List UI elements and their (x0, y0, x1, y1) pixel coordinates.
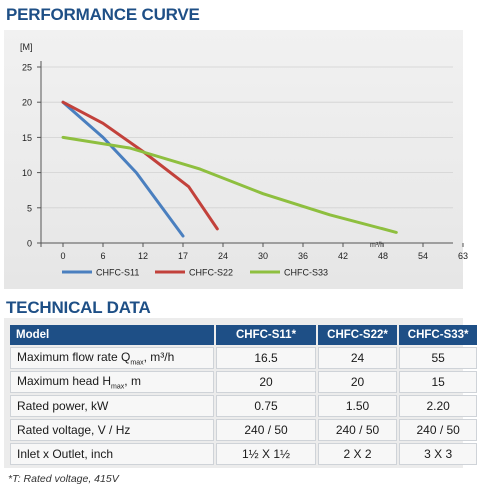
cell-value: 1.50 (317, 395, 398, 417)
max-head-sep: , (124, 373, 131, 388)
max-flow-sub: max (130, 359, 144, 367)
cell-value: 2.20 (399, 395, 477, 417)
table-row: Rated power, kW 0.75 1.50 2.20 (10, 395, 477, 417)
x-tick-label: 42 (338, 251, 348, 261)
row-label-max-head: Maximum head Hmax, m (10, 371, 215, 393)
legend-label: CHFC-S11 (96, 268, 139, 278)
cell-value: 24 (317, 347, 398, 369)
x-tick-label: 48 (378, 251, 388, 261)
y-tick-label: 5 (27, 203, 32, 213)
footnote: *T: Rated voltage, 415V (8, 473, 119, 485)
row-label-rated-power: Rated power, kW (10, 395, 215, 417)
performance-curve-title: PERFORMANCE CURVE (6, 5, 200, 24)
x-tick-label: 12 (138, 251, 148, 261)
max-flow-unit: m³/h (150, 349, 175, 364)
header-chfc-s33: CHFC-S33* (399, 325, 477, 345)
table-row: Maximum head Hmax, m 20 20 15 (10, 371, 477, 393)
x-tick-label: 54 (418, 251, 428, 261)
max-head-label: Maximum head H (17, 373, 112, 388)
series-line-chfc-s11 (61, 100, 185, 238)
cell-value: 20 (216, 371, 316, 393)
max-head-unit: m (130, 373, 141, 388)
max-flow-label: Maximum flow rate Q (17, 349, 131, 364)
header-chfc-s22: CHFC-S22* (317, 325, 398, 345)
y-tick-label: 0 (27, 239, 32, 249)
performance-chart: 0 5 10 15 20 25 [M] 0 6 12 17 24 30 36 42 48 54 63 m³/h CHF… (20, 42, 468, 278)
y-tick-label: 20 (22, 98, 32, 108)
row-label-rated-voltage: Rated voltage, V / Hz (10, 419, 215, 441)
series-line-chfc-s33 (61, 135, 398, 234)
cell-value: 2 X 2 (317, 443, 398, 465)
header-model: Model (10, 325, 215, 345)
table-row: Inlet x Outlet, inch 1½ X 1½ 2 X 2 3 X 3 (10, 443, 477, 465)
technical-data-table: Model CHFC-S11* CHFC-S22* CHFC-S33* Maxi… (8, 323, 479, 467)
legend-label: CHFC-S33 (284, 268, 328, 278)
header-chfc-s11: CHFC-S11* (216, 325, 316, 345)
x-tick-label: 63 (458, 251, 468, 261)
cell-value: 240 / 50 (216, 419, 316, 441)
y-tick-label: 15 (22, 133, 32, 143)
cell-value: 3 X 3 (399, 443, 477, 465)
x-tick-label: 6 (100, 251, 105, 261)
cell-value: 16.5 (216, 347, 316, 369)
row-label-max-flow: Maximum flow rate Qmax, m³/h (10, 347, 215, 369)
cell-value: 1½ X 1½ (216, 443, 316, 465)
y-axis-label: [M] (20, 42, 33, 52)
x-tick-label: 17 (178, 251, 188, 261)
x-axis-label: m³/h (370, 242, 384, 249)
x-tick-label: 24 (218, 251, 228, 261)
legend-label: CHFC-S22 (189, 268, 233, 278)
cell-value: 240 / 50 (399, 419, 477, 441)
cell-value: 55 (399, 347, 477, 369)
table-header-row: Model CHFC-S11* CHFC-S22* CHFC-S33* (10, 325, 477, 345)
table-row: Rated voltage, V / Hz 240 / 50 240 / 50 … (10, 419, 477, 441)
max-head-sub: max (111, 383, 125, 391)
x-tick-label: 36 (298, 251, 308, 261)
x-tick-label: 30 (258, 251, 268, 261)
y-tick-label: 25 (22, 63, 32, 73)
cell-value: 20 (317, 371, 398, 393)
cell-value: 15 (399, 371, 477, 393)
table-row: Maximum flow rate Qmax, m³/h 16.5 24 55 (10, 347, 477, 369)
y-tick-label: 10 (22, 168, 32, 178)
cell-value: 240 / 50 (317, 419, 398, 441)
chart-panel (4, 30, 463, 289)
max-flow-sep: , (143, 349, 151, 364)
x-tick-label: 0 (60, 251, 65, 261)
cell-value: 0.75 (216, 395, 316, 417)
technical-data-title: TECHNICAL DATA (6, 298, 151, 317)
row-label-inlet-outlet: Inlet x Outlet, inch (10, 443, 215, 465)
